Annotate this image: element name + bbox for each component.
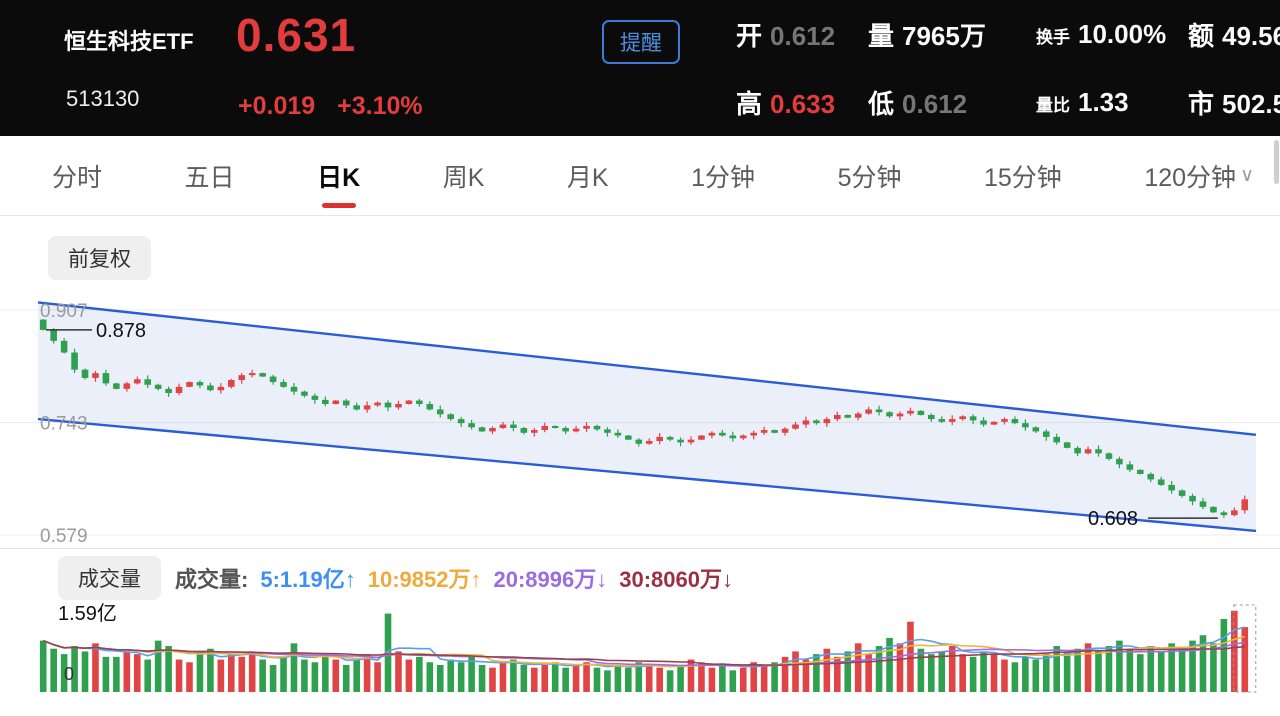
stat-label: 换手 [1036,27,1070,47]
stat-value: 49.56 [1222,20,1280,51]
stat-量: 量 7965万 [868,16,1036,53]
volume-ma-5: 5:1.19亿↑ [260,567,356,592]
tab-分时[interactable]: 分时 [52,163,103,192]
volume-ma-30: 30:8060万↓ [619,567,733,592]
section-divider [0,548,1280,549]
stat-label: 额 [1188,20,1215,51]
price-change: +0.019 [238,92,316,120]
scrollbar-thumb[interactable] [1274,140,1279,184]
stat-label: 量比 [1036,95,1070,115]
quote-stats-grid: 开 0.612 量 7965万 换手 10.00% 额 49.56 高 0.633 低 0.612 量比… [736,0,1280,136]
tab-group-more: 120分钟 ∨ [1144,158,1254,194]
candlestick-chart[interactable]: 0.907 0.743 0.579 0.878 0.608 [0,278,1280,548]
stat-label: 市 [1188,88,1215,119]
stat-高: 高 0.633 [736,84,868,121]
stat-value: 0.612 [770,20,836,51]
stat-量比: 量比 1.33 [1036,87,1188,118]
volume-legend-prefix: 成交量: [175,567,249,592]
svg-text:0: 0 [64,664,74,684]
svg-text:0.907: 0.907 [40,301,88,322]
stat-市: 市 502.5 [1188,84,1280,121]
stat-value: 0.612 [902,88,968,119]
stock-name: 恒生科技ETF [64,29,194,54]
stat-开: 开 0.612 [736,16,868,53]
tab-月K[interactable]: 月K [566,163,609,192]
stat-低: 低 0.612 [868,84,1036,121]
tab-五日[interactable]: 五日 [184,163,235,192]
price-change-row: +0.019 +3.10% [238,92,423,121]
stat-换手: 换手 10.00% [1036,19,1188,50]
stat-label: 开 [736,20,763,51]
tab-5分钟[interactable]: 5分钟 [837,163,902,192]
tab-15分钟[interactable]: 15分钟 [984,163,1062,192]
tab-日K[interactable]: 日K [317,158,360,194]
stat-value: 10.00% [1078,18,1167,49]
stat-额: 额 49.56 [1188,16,1280,53]
svg-text:0.579: 0.579 [40,526,88,547]
current-price: 0.631 [236,9,357,61]
tab-1分钟[interactable]: 1分钟 [691,163,756,192]
svg-text:0.743: 0.743 [40,414,88,435]
volume-ma-10: 10:9852万↑ [367,567,482,592]
svg-text:1.59亿: 1.59亿 [58,602,117,625]
stat-value: 502.5 [1222,88,1280,119]
volume-ma-legend: 成交量: 5:1.19亿↑ 10:9852万↑ 20:8996万↓ 30:8060万↓ [175,562,733,594]
stat-label: 低 [868,88,895,119]
stat-label: 高 [736,88,763,119]
volume-badge[interactable]: 成交量 [58,556,161,600]
volume-chart[interactable]: 1.59亿 0 [0,602,1280,694]
svg-text:0.608: 0.608 [1088,508,1138,530]
stat-value: 0.633 [770,88,836,119]
volume-section-header: 成交量 成交量: 5:1.19亿↑ 10:9852万↑ 20:8996万↓ 30:80… [0,556,1280,600]
svg-text:0.878: 0.878 [96,320,146,342]
price-change-percent: +3.10% [337,92,423,120]
adjust-mode-badge[interactable]: 前复权 [48,236,151,280]
stock-code: 513130 [66,86,140,111]
tab-周K[interactable]: 周K [442,163,485,192]
chevron-down-icon[interactable]: ∨ [1240,165,1254,186]
tab-120分钟[interactable]: 120分钟 [1144,163,1237,192]
alert-button[interactable]: 提醒 [602,20,680,64]
volume-ma-20: 20:8996万↓ [493,567,608,592]
period-tabs: 分时 五日 日K 周K 月K 1分钟 5分钟 15分钟 120分钟 ∨ [0,136,1280,216]
stat-value: 7965万 [902,20,986,51]
stat-value: 1.33 [1078,86,1129,117]
stat-label: 量 [868,20,895,51]
